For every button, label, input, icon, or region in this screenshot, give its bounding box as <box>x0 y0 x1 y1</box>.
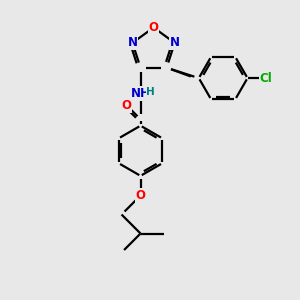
Text: Cl: Cl <box>260 72 272 85</box>
Text: O: O <box>148 21 159 34</box>
Text: NH: NH <box>130 87 151 100</box>
Text: O: O <box>122 99 132 112</box>
Text: H: H <box>146 87 155 97</box>
Text: O: O <box>136 189 146 202</box>
Text: N: N <box>170 36 180 50</box>
Text: N: N <box>128 36 137 50</box>
